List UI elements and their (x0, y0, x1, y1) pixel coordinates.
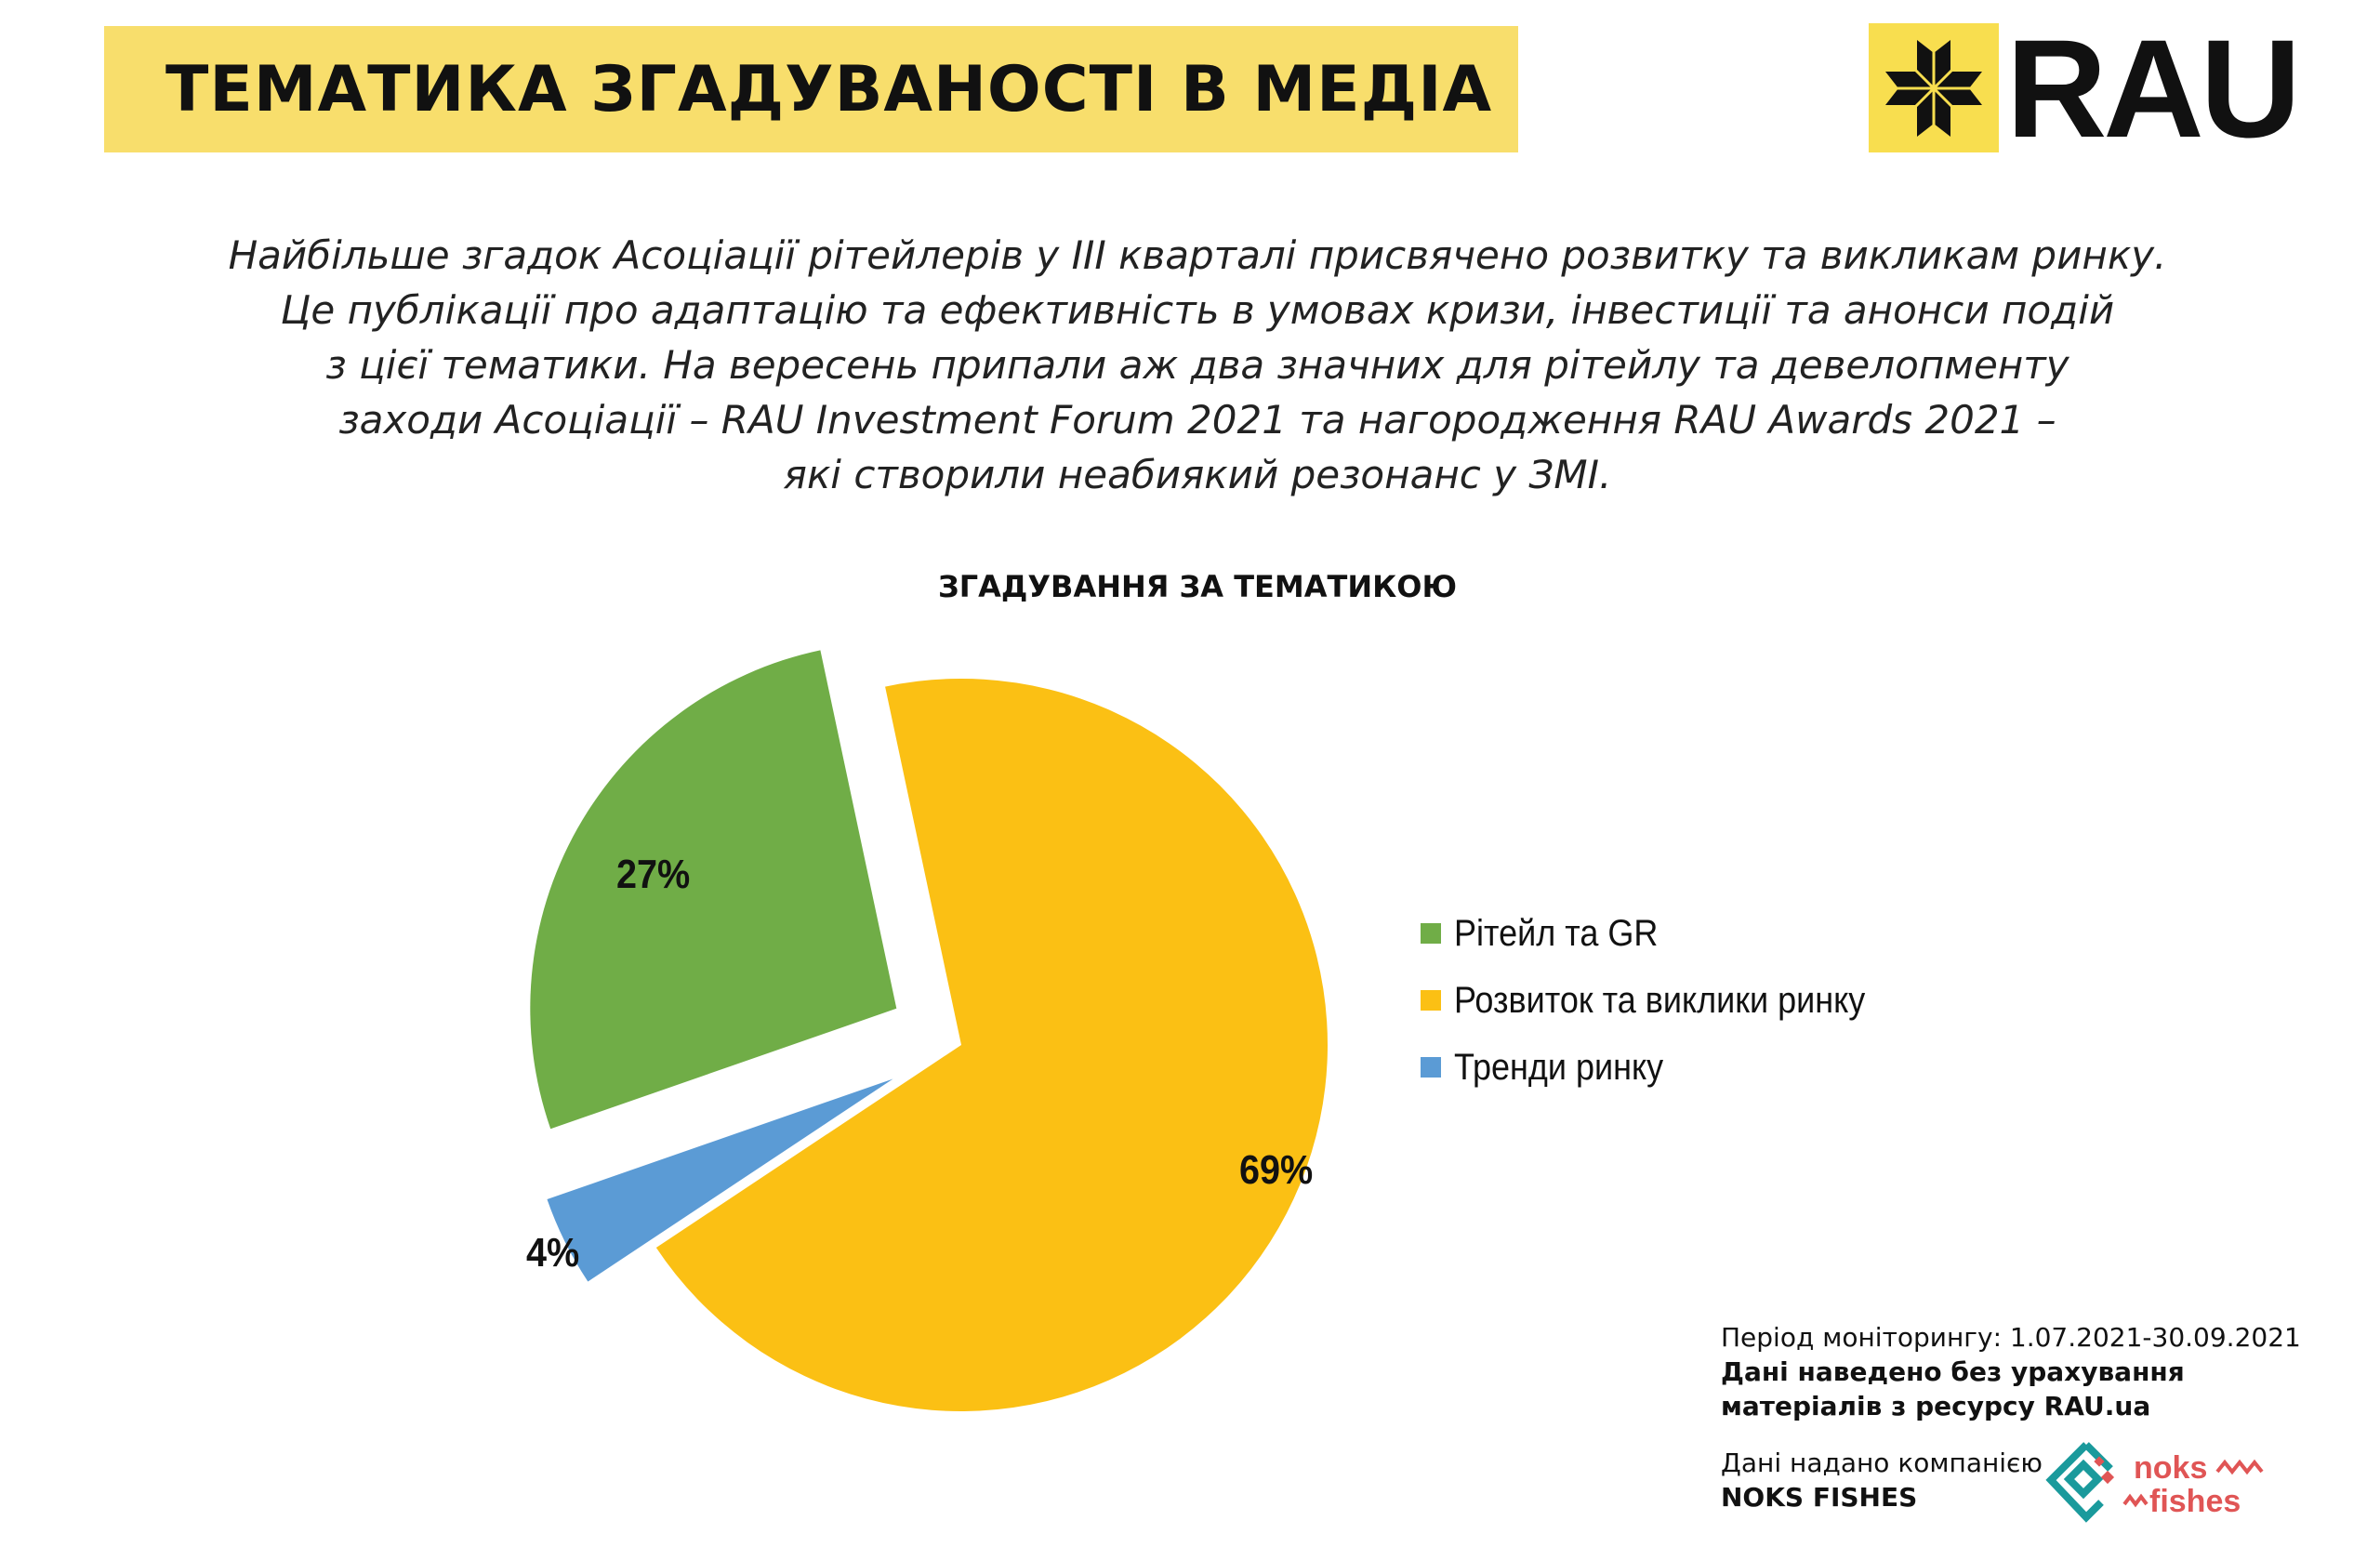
provided-by: Дані надано компанією (1721, 1448, 2043, 1478)
legend-label: Рітейл та GR (1454, 912, 1659, 954)
chart-title: ЗГАДУВАННЯ ЗА ТЕМАТИКОЮ (937, 569, 1458, 604)
pie-slice-0 (530, 650, 897, 1130)
note-line: матеріалів з ресурсу RAU.ua (1721, 1391, 2151, 1421)
data-label: 69% (1239, 1146, 1313, 1192)
intro-line: заходи Асоціації – RAU Investment Forum … (338, 397, 2056, 443)
legend-swatch (1421, 1057, 1441, 1078)
intro-line: Це публікації про адаптацію та ефективні… (280, 287, 2115, 333)
legend-swatch (1421, 923, 1441, 944)
legend-item: Рітейл та GR (1421, 900, 1911, 967)
legend-swatch (1421, 990, 1441, 1011)
footnote: Період моніторингу: 1.07.2021-30.09.2021… (1721, 1320, 2301, 1514)
title-banner: ТЕМАТИКА ЗГАДУВАНОСТІ В МЕДІА (104, 26, 1518, 152)
legend-label: Розвиток та виклики ринку (1454, 979, 1866, 1021)
data-label: 27% (616, 851, 690, 896)
data-label: 4% (526, 1229, 579, 1275)
noks-fishes-logo: noks fishes (2045, 1442, 2264, 1523)
logo-text: RAU (2006, 9, 2301, 166)
note-line: Дані наведено без урахування (1721, 1356, 2185, 1387)
legend-item: Розвиток та виклики ринку (1421, 967, 1911, 1034)
intro-line: Найбільше згадок Асоціації рітейлерів у … (228, 232, 2167, 278)
rau-logo: RAU (1869, 19, 2301, 158)
company-name: NOKS FISHES (1721, 1482, 1918, 1513)
star-icon (1869, 23, 1999, 152)
monitoring-period: Період моніторингу: 1.07.2021-30.09.2021 (1721, 1322, 2301, 1353)
intro-line: які створили неабиякий резонанс у ЗМІ. (783, 452, 1612, 497)
chart-legend: Рітейл та GR Розвиток та виклики ринку Т… (1421, 900, 1911, 1101)
svg-text:noks: noks (2134, 1450, 2207, 1486)
legend-label: Тренди ринку (1454, 1046, 1664, 1088)
page-title: ТЕМАТИКА ЗГАДУВАНОСТІ В МЕДІА (165, 52, 1493, 126)
pie-slice-2 (547, 1078, 893, 1282)
intro-text: Найбільше згадок Асоціації рітейлерів у … (93, 228, 2302, 502)
svg-text:fishes: fishes (2149, 1484, 2241, 1519)
intro-line: з цієї тематики. На вересень припали аж … (325, 342, 2069, 388)
pie-slice-1 (655, 679, 1328, 1411)
legend-item: Тренди ринку (1421, 1034, 1911, 1101)
